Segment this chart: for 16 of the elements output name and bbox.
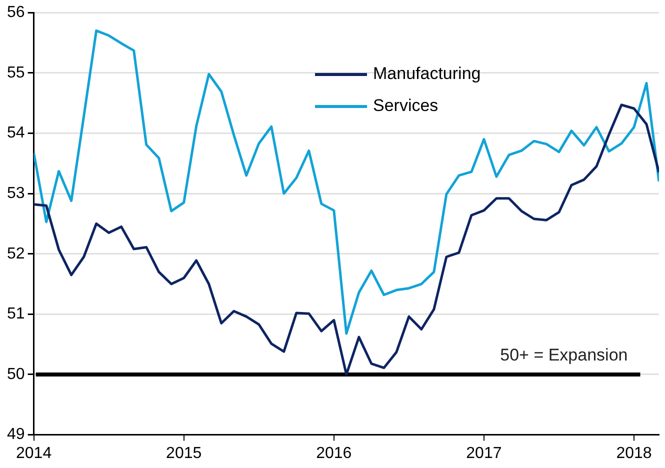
x-tick-label: 2017 xyxy=(466,444,502,462)
x-tick-label: 2014 xyxy=(16,444,52,462)
x-tick-label: 2018 xyxy=(616,444,652,462)
y-tick-label: 56 xyxy=(7,4,25,22)
y-tick-label: 52 xyxy=(7,245,25,262)
legend-label: Services xyxy=(373,96,438,116)
y-tick-label: 55 xyxy=(7,64,25,82)
y-tick-label: 51 xyxy=(7,306,25,323)
x-tick-label: 2016 xyxy=(316,444,352,462)
ref-line-label: 50+ = Expansion xyxy=(500,346,628,365)
y-tick-label: 49 xyxy=(7,426,25,444)
legend-label: Manufacturing xyxy=(373,64,481,84)
y-tick-label: 53 xyxy=(7,184,25,202)
y-tick-label: 50 xyxy=(7,366,25,383)
x-tick-label: 2015 xyxy=(166,444,202,462)
y-tick-label: 54 xyxy=(7,124,25,142)
